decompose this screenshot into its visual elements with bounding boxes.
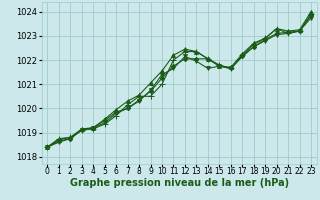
- X-axis label: Graphe pression niveau de la mer (hPa): Graphe pression niveau de la mer (hPa): [70, 178, 289, 188]
